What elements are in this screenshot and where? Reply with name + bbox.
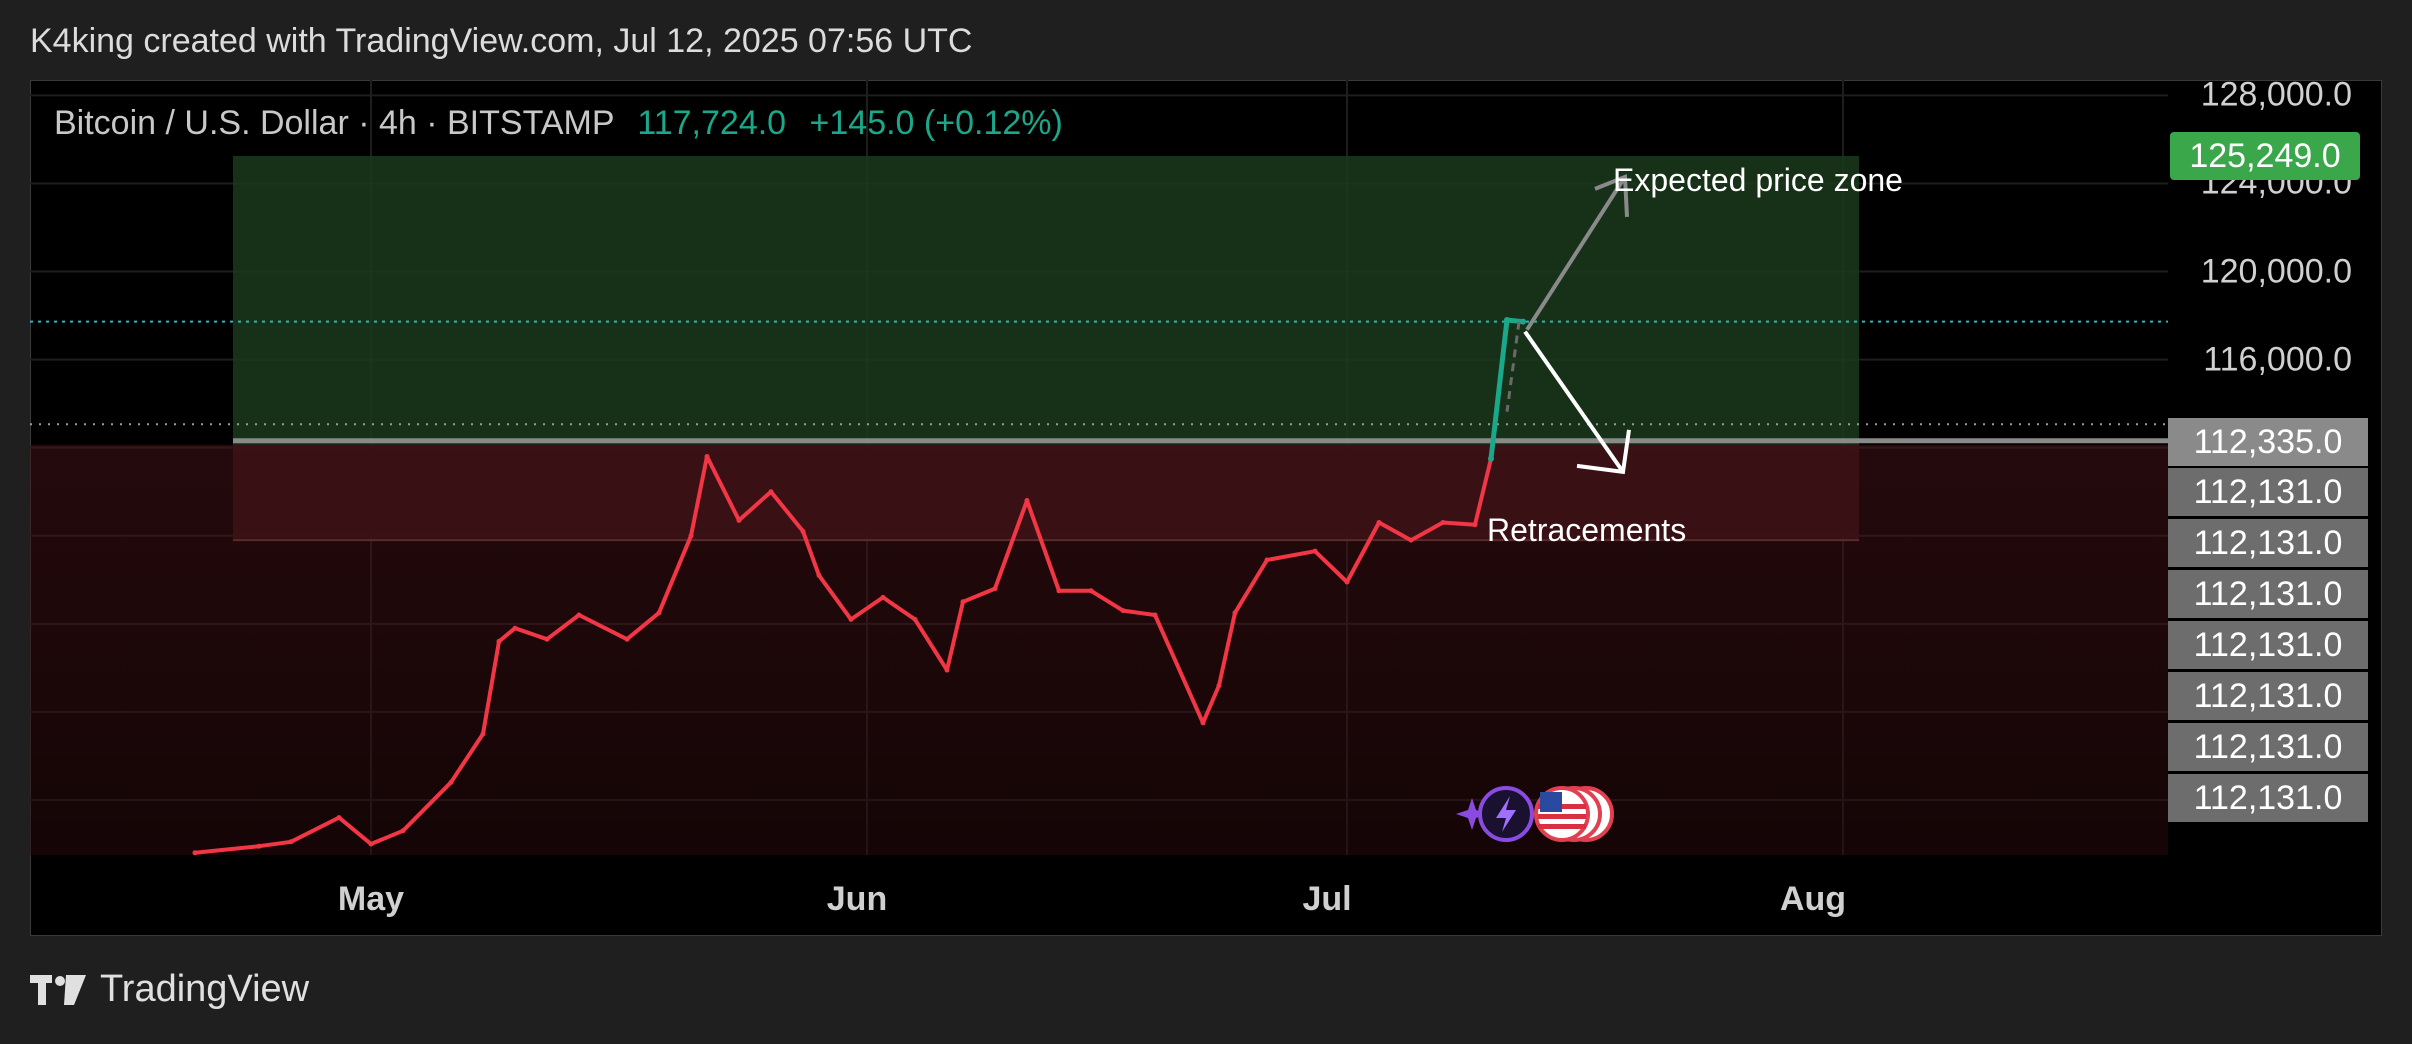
x-tick-aug: Aug <box>1779 880 1847 918</box>
price-point <box>1216 682 1222 688</box>
level-price-badge: 112,131.0 <box>2168 774 2368 823</box>
price-point <box>1440 520 1446 526</box>
retracement-zone <box>233 444 1859 541</box>
level-price-badge: 112,131.0 <box>2168 621 2368 670</box>
breakout-point <box>1504 316 1510 323</box>
level-price-badge: 112,131.0 <box>2168 570 2368 619</box>
price-point <box>1200 720 1206 726</box>
price-point <box>496 638 502 644</box>
price-point <box>1152 612 1158 618</box>
price-point <box>1056 588 1062 594</box>
price-point <box>1376 520 1382 526</box>
price-point <box>1472 522 1478 528</box>
zones <box>30 155 2168 855</box>
expected-arrow <box>1525 175 1627 331</box>
symbol-legend: Bitcoin / U.S. Dollar · 4h · BITSTAMP 11… <box>54 104 1063 143</box>
price-series-line <box>194 454 1493 855</box>
price-point <box>368 841 374 847</box>
price-point <box>288 839 294 845</box>
price-point <box>816 572 822 578</box>
price-point <box>944 667 950 673</box>
price-point <box>624 636 630 642</box>
price-point <box>1024 498 1030 504</box>
level-price-badge: 112,131.0 <box>2168 723 2368 772</box>
price-point <box>736 517 742 523</box>
price-point <box>544 636 550 642</box>
last-price: 117,724.0 <box>637 104 787 142</box>
price-point <box>336 815 342 821</box>
price-point <box>576 612 582 618</box>
x-tick-jun: Jun <box>826 880 888 918</box>
price-point <box>1120 608 1126 614</box>
price-point <box>400 828 406 834</box>
lightning-event-icon <box>1478 786 1534 842</box>
y-tick-label: 120,000.0 <box>2200 252 2352 291</box>
price-point <box>848 616 854 622</box>
attribution-text: K4king created with TradingView.com, Jul… <box>30 22 973 60</box>
retracement-arrow <box>1523 330 1625 474</box>
price-point <box>768 489 774 495</box>
y-tick-label: 128,000.0 <box>2200 75 2352 114</box>
price-point <box>704 453 710 459</box>
level-price-badge: 112,131.0 <box>2168 519 2368 568</box>
breakout-point <box>1488 455 1494 462</box>
line-price-badge: 112,335.0 <box>2168 418 2368 467</box>
us-flag-event-icon <box>1534 786 1614 842</box>
price-point <box>1408 537 1414 543</box>
price-point <box>800 528 806 534</box>
price-point <box>1344 579 1350 585</box>
expected-zone-label: Expected price zone <box>1613 162 1903 198</box>
x-tick-may: May <box>337 880 405 918</box>
retracements-label: Retracements <box>1487 512 1687 548</box>
price-point <box>1312 548 1318 554</box>
breakout-point <box>1520 318 1526 325</box>
price-point <box>480 731 486 737</box>
level-price-badge: 112,131.0 <box>2168 468 2368 517</box>
price-point <box>448 779 454 785</box>
expected-price-zone <box>233 155 1859 445</box>
price-point <box>1232 610 1238 616</box>
price-point <box>960 599 966 605</box>
event-icons[interactable] <box>1452 784 1622 844</box>
price-point <box>912 616 918 622</box>
price-change: +145.0 (+0.12%) <box>809 104 1063 142</box>
price-point <box>1264 557 1270 563</box>
price-point <box>992 586 998 592</box>
y-tick-label: 116,000.0 <box>2203 340 2352 379</box>
level-price-badge: 112,131.0 <box>2168 672 2368 721</box>
price-point <box>1088 588 1094 594</box>
brand-name: TradingView <box>100 968 310 1010</box>
price-point <box>192 850 198 856</box>
level-lines <box>30 320 2168 444</box>
expected-arrowhead <box>1594 173 1629 217</box>
retracement-arrowhead <box>1576 429 1631 475</box>
price-point <box>512 625 518 631</box>
symbol-label: Bitcoin / U.S. Dollar · 4h · BITSTAMP <box>54 104 614 142</box>
series <box>192 316 1526 856</box>
footer: TradingView <box>30 968 309 1011</box>
sparkle-icon <box>1456 798 1488 830</box>
price-point <box>256 843 262 849</box>
price-point <box>880 594 886 600</box>
arrows <box>1505 173 1631 475</box>
price-point <box>688 533 694 539</box>
price-point <box>656 610 662 616</box>
tradingview-logo-icon <box>30 974 86 1005</box>
target-price-badge: 125,249.0 <box>2170 131 2360 180</box>
projection-dashed-line <box>1505 321 1521 412</box>
x-tick-jul: Jul <box>1302 880 1352 918</box>
